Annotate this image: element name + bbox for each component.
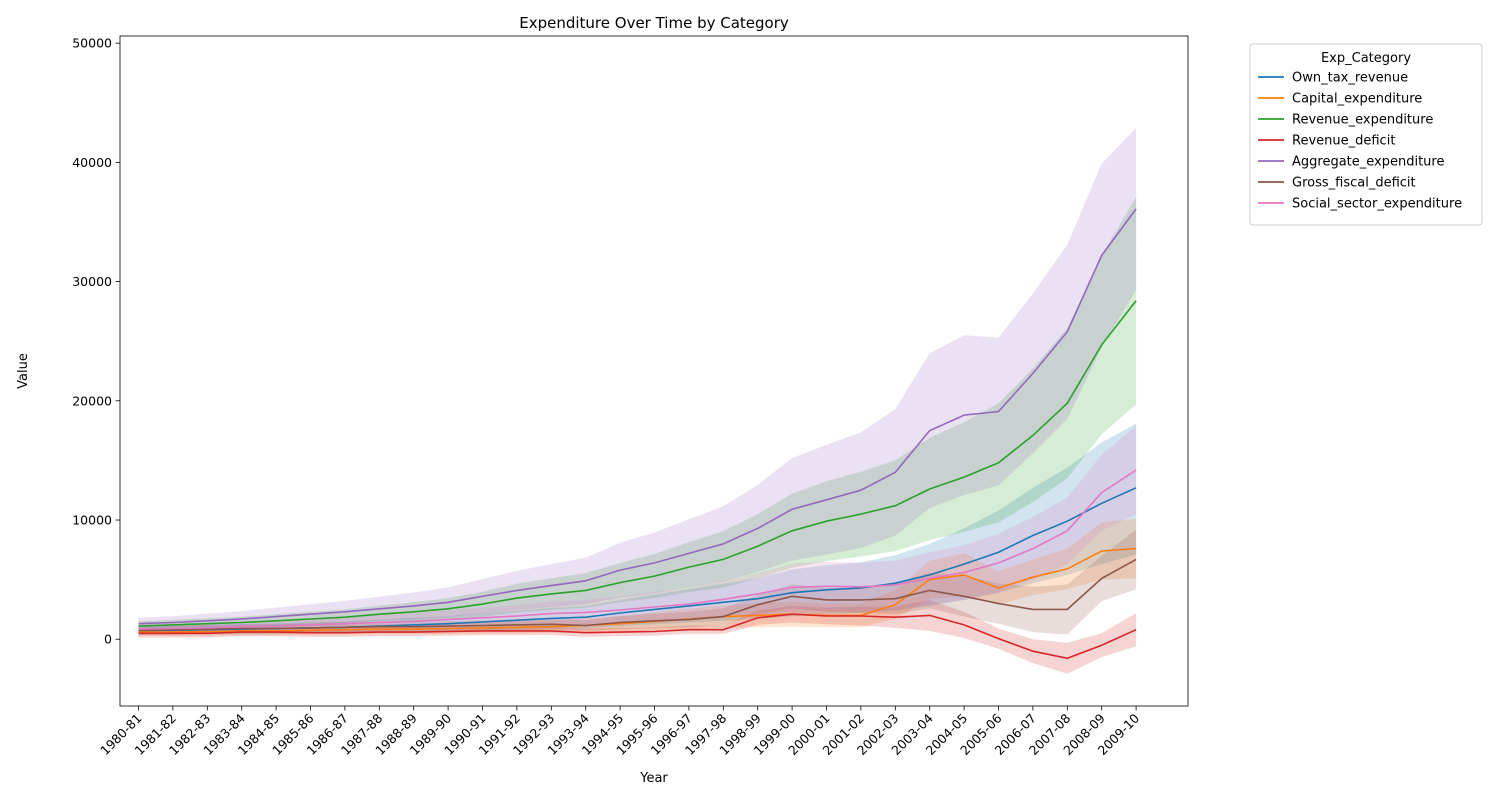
- line-revenue-deficit: [138, 613, 1137, 660]
- y-tick-label: 10000: [72, 513, 112, 528]
- y-axis: 0 10000 20000 30000 40000 50000: [72, 36, 120, 647]
- x-axis-label: Year: [639, 771, 668, 786]
- legend-entry: Revenue_deficit: [1292, 134, 1395, 149]
- chart-title: Expenditure Over Time by Category: [519, 14, 789, 32]
- legend-entry: Revenue_expenditure: [1292, 113, 1433, 128]
- y-axis-label: Value: [16, 353, 31, 389]
- y-tick-label: 50000: [72, 36, 112, 51]
- legend-title: Exp_Category: [1321, 51, 1411, 66]
- x-axis: 1980-811981-821982-831983-841984-851985-…: [97, 706, 1142, 758]
- y-tick-label: 20000: [72, 393, 112, 408]
- y-tick-label: 30000: [72, 274, 112, 289]
- y-tick-label: 40000: [72, 155, 112, 170]
- band-revenue-expenditure: [138, 196, 1137, 631]
- band-gross-fiscal-deficit: [138, 529, 1137, 635]
- legend-entry: Own_tax_revenue: [1292, 71, 1408, 86]
- line-capital-expenditure: [138, 547, 1137, 633]
- band-capital-expenditure: [138, 518, 1137, 636]
- legend-entry: Capital_expenditure: [1292, 92, 1422, 107]
- band-social-sector-expenditure: [138, 425, 1137, 634]
- confidence-bands: [138, 127, 1137, 674]
- legend-entry: Social_sector_expenditure: [1292, 197, 1462, 212]
- line-aggregate-expenditure: [138, 208, 1137, 625]
- band-revenue-deficit: [138, 599, 1137, 674]
- plot-frame: [119, 35, 1189, 707]
- legend-entry: Aggregate_expenditure: [1292, 155, 1444, 170]
- legend-entry: Gross_fiscal_deficit: [1292, 176, 1416, 191]
- series-lines: [138, 208, 1137, 660]
- line-revenue-expenditure: [138, 300, 1137, 627]
- y-tick-label: 0: [104, 632, 112, 647]
- legend-box: [1249, 43, 1483, 226]
- band-own-tax-revenue: [138, 423, 1137, 636]
- line-gross-fiscal-deficit: [138, 558, 1137, 632]
- band-aggregate-expenditure: [138, 127, 1137, 630]
- legend: Exp_Category Own_tax_revenue Capital_expe…: [1249, 43, 1483, 226]
- line-social-sector-expenditure: [138, 469, 1137, 630]
